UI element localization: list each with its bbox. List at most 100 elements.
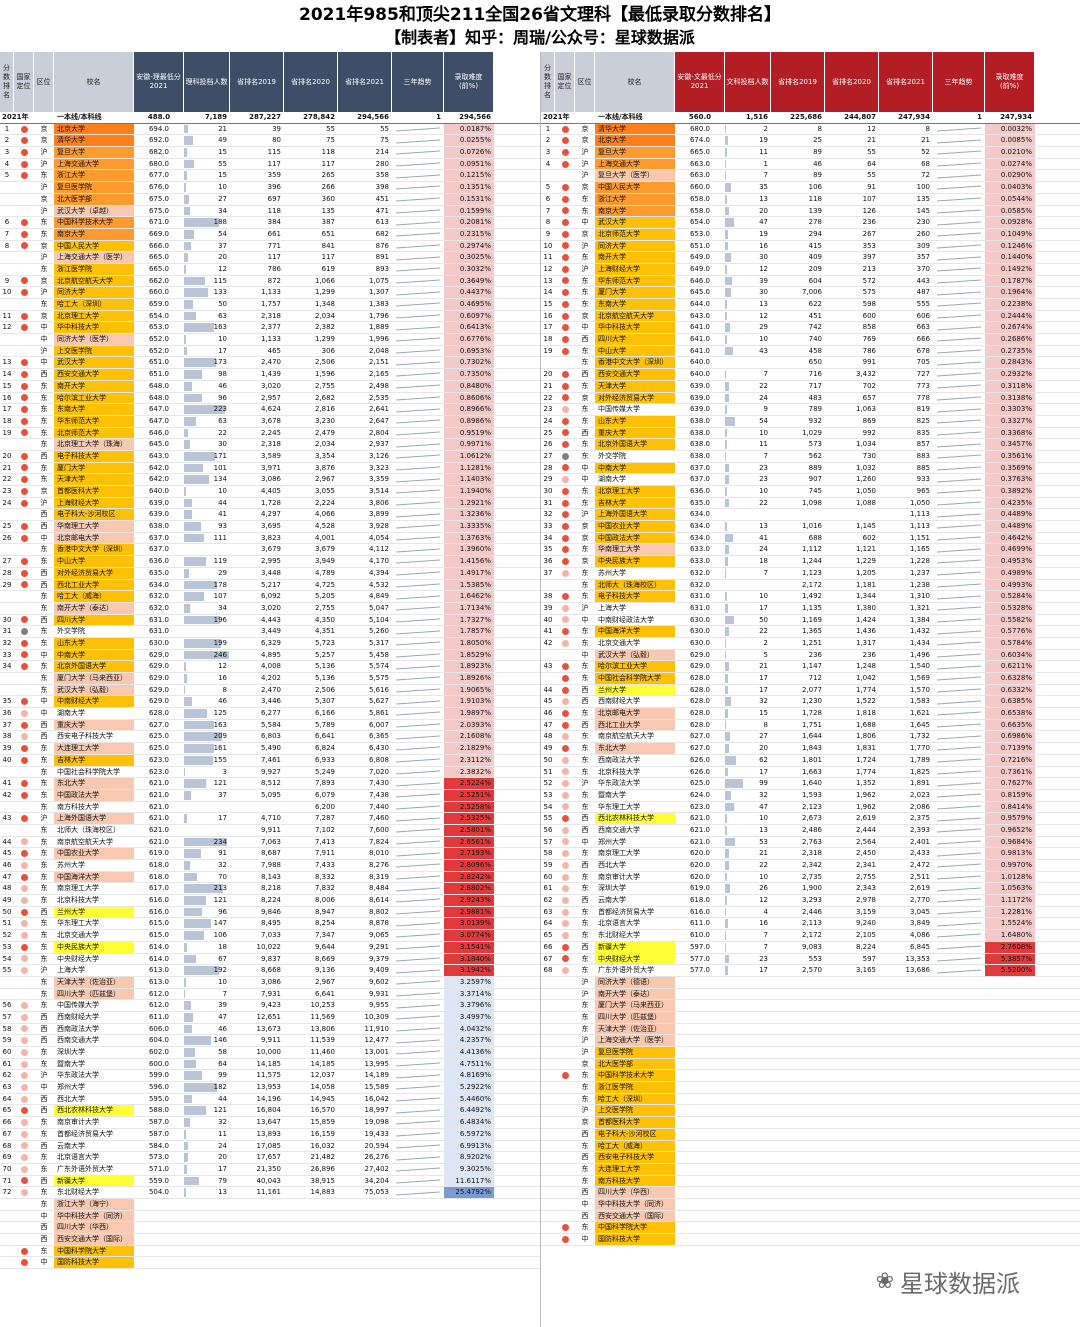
rank-dot-icon: [561, 277, 569, 285]
rank-2019-cell: [771, 1222, 825, 1233]
count-cell: 47: [184, 1012, 230, 1023]
national-cell: [14, 1187, 34, 1198]
region-cell: 东: [581, 568, 589, 577]
trend-sparkline: [396, 1015, 440, 1020]
rank-cell: [541, 1211, 555, 1222]
rank-cell: 25: [2, 522, 12, 531]
rank-2020-cell: 266: [321, 183, 335, 192]
rank-2020-cell: [825, 1129, 879, 1140]
score-cell: 629.0: [689, 650, 711, 659]
rank-2021-cell: 1,825: [909, 767, 930, 776]
count-cell: 10: [725, 486, 771, 497]
table-row: 58 西西南政法大学 606.0 46 13,673 13,806 11,910 4.0432…: [0, 1023, 540, 1036]
rank-2019-cell: 789: [808, 405, 822, 414]
trend-cell: [933, 626, 985, 637]
table-row: 53 东中央民族大学 614.0 18 10,022 9,644 9,291 3.1541%: [0, 941, 540, 954]
table-row: 51 东华东理工大学 615.0 147 8,495 8,254 8,878 3.0139%: [0, 918, 540, 931]
difficulty-cell: 1.3335%: [444, 521, 494, 532]
table-row: 60 东深圳大学 602.0 58 10,000 11,460 13,001 4.4136%: [0, 1047, 540, 1059]
region-cell: 西: [581, 720, 589, 729]
trend-sparkline: [396, 314, 440, 319]
region-cell: 京: [40, 276, 48, 285]
rank-2021-cell: 1,321: [909, 603, 930, 612]
trend-sparkline: [937, 676, 981, 681]
rank-2021-cell: 471: [375, 206, 389, 215]
count-cell: 7: [184, 989, 230, 1000]
national-cell: [14, 685, 34, 696]
count-cell: 134: [184, 474, 230, 485]
rank-cell: [0, 591, 14, 602]
trend-cell: [933, 509, 985, 520]
col-rank-2019: 省排名2019: [771, 52, 825, 112]
rank-2019-cell: 8,218: [260, 884, 281, 893]
rank-2020-cell: 8,254: [314, 919, 335, 928]
trend-cell: [933, 813, 985, 824]
rank-2020-cell: 841: [321, 241, 335, 250]
count-bar: [725, 148, 728, 157]
rank-cell: 48: [2, 884, 12, 893]
trend-sparkline: [396, 244, 440, 249]
trend-sparkline: [396, 922, 440, 927]
trend-sparkline: [937, 139, 981, 144]
region-cell: 东: [40, 405, 48, 414]
table-row: 17 中华中科技大学 641.0 29 742 858 663 0.2674%: [541, 322, 1080, 335]
national-cell: [14, 1211, 34, 1222]
score-cell: 621.0: [148, 779, 170, 788]
count-cell: 13: [725, 194, 771, 205]
difficulty-cell: 0.5328%: [985, 602, 1035, 614]
count-cell: 8: [184, 685, 230, 696]
region-cell: 京: [581, 183, 589, 192]
region-cell: 东: [581, 194, 589, 203]
arts-summary-row: 2021年 一本线/本科线 560.0 1,516 225,686 244,80…: [541, 112, 1080, 124]
rank-dot-icon: [20, 850, 28, 858]
trend-cell: [933, 743, 985, 754]
trend-cell: [933, 1094, 985, 1105]
rank-2020-cell: 2,506: [314, 685, 335, 694]
score-cell: 649.0: [689, 264, 711, 273]
table-row: 东中国科学院大学: [0, 1245, 540, 1258]
count-cell: 10: [184, 182, 230, 193]
trend-sparkline: [396, 501, 440, 506]
rank-2021-cell: 2,433: [909, 849, 930, 858]
trend-cell: [392, 720, 444, 731]
score-cell: 649.0: [689, 253, 711, 262]
difficulty-cell: [985, 1199, 1035, 1210]
trend-sparkline: [937, 162, 981, 167]
rank-2021-cell: 12,477: [364, 1036, 390, 1045]
school-cell: 南京大学: [595, 205, 675, 217]
difficulty-cell: 11.6117%: [444, 1175, 494, 1187]
trend-sparkline: [937, 302, 981, 307]
score-cell: 658.0: [689, 194, 711, 203]
trend-cell: [392, 159, 444, 170]
rank-dot-icon: [561, 861, 569, 869]
region-cell: 京: [40, 194, 48, 203]
trend-cell: [392, 393, 444, 404]
trend-sparkline: [396, 372, 440, 378]
region-cell: 沪: [40, 498, 48, 507]
trend-cell: [392, 1047, 444, 1058]
count-cell: 99: [184, 1070, 230, 1081]
rank-dot-icon: [20, 464, 28, 472]
table-row: 14 西西安交通大学 651.0 98 1,439 1,596 2,165 0.7350%: [0, 369, 540, 381]
difficulty-cell: 3.1541%: [444, 941, 494, 953]
score-cell: 630.0: [689, 615, 711, 624]
count-bar: [725, 872, 727, 882]
rank-2019-cell: 4,008: [260, 662, 281, 671]
trend-sparkline: [937, 758, 981, 763]
rank-cell: 53: [2, 942, 12, 951]
summary-count: 7,189: [204, 113, 227, 121]
rank-dot-icon: [561, 896, 569, 904]
trend-cell: [933, 977, 985, 988]
national-cell: [14, 135, 34, 146]
rank-2020-cell: [284, 1257, 338, 1268]
rank-2019-cell: 9,837: [260, 954, 281, 963]
difficulty-cell: [985, 1024, 1035, 1035]
rank-2019-cell: 4,710: [260, 814, 281, 823]
trend-sparkline: [396, 1097, 440, 1102]
rank-2020-cell: 5,136: [314, 662, 335, 671]
trend-cell: [933, 790, 985, 801]
national-cell: [555, 182, 575, 193]
count-cell: 213: [184, 883, 230, 894]
rank-2019-cell: [771, 509, 825, 520]
trend-cell: [392, 1024, 444, 1035]
